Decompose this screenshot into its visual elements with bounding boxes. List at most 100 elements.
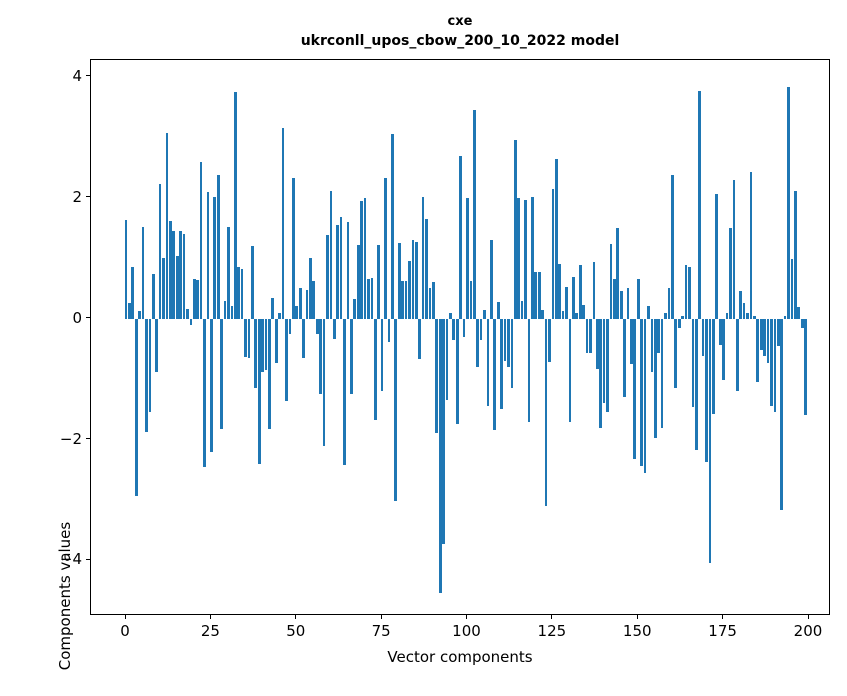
bar-component-156 — [657, 318, 661, 354]
bar-component-158 — [664, 312, 667, 319]
bar-component-69 — [360, 200, 363, 319]
y-tick-label-4: 4 — [72, 66, 82, 85]
bar-component-90 — [432, 282, 435, 319]
bar-component-96 — [452, 318, 456, 340]
bar-component-46 — [281, 128, 285, 319]
bar-component-186 — [759, 318, 763, 351]
bar-component-34 — [240, 269, 244, 319]
x-tick-label-50: 50 — [286, 622, 306, 640]
bar-component-62 — [336, 224, 340, 319]
bar-component-82 — [404, 281, 408, 319]
bar-component-117 — [524, 199, 527, 319]
bar-component-193 — [783, 315, 787, 319]
bar-component-194 — [787, 87, 790, 319]
bar-component-89 — [428, 288, 432, 319]
bar-component-6 — [145, 318, 148, 433]
bar-component-98 — [459, 156, 462, 319]
x-tick-label-175: 175 — [708, 622, 737, 640]
bar-component-152 — [643, 318, 647, 474]
bar-component-184 — [753, 315, 756, 319]
bar-component-99 — [462, 318, 466, 337]
bar-component-153 — [647, 305, 650, 319]
bar-component-190 — [773, 318, 777, 413]
bar-component-27 — [216, 174, 220, 319]
bar-component-7 — [148, 318, 152, 413]
x-tick-label-200: 200 — [793, 622, 823, 640]
bar-component-31 — [230, 305, 234, 319]
bar-component-108 — [493, 318, 497, 431]
bar-component-17 — [182, 234, 186, 319]
bar-component-2 — [131, 267, 135, 319]
bar-component-136 — [589, 318, 592, 354]
bar-component-122 — [541, 309, 544, 319]
bar-component-199 — [804, 318, 807, 416]
bar-component-107 — [490, 240, 493, 319]
bar-component-41 — [264, 318, 268, 371]
bar-component-77 — [387, 318, 391, 342]
plot-area — [90, 59, 830, 615]
bar-component-161 — [674, 318, 678, 388]
bar-component-78 — [391, 134, 394, 319]
bar-component-173 — [715, 193, 719, 319]
bar-component-160 — [671, 174, 674, 319]
bar-component-192 — [780, 318, 784, 510]
bar-component-12 — [165, 132, 169, 319]
bar-component-114 — [513, 140, 517, 319]
x-tick-mark-175 — [722, 615, 724, 619]
bar-component-180 — [739, 290, 743, 319]
bar-component-16 — [179, 231, 182, 319]
bar-component-14 — [172, 231, 176, 319]
bar-component-15 — [175, 255, 179, 319]
bar-component-196 — [793, 190, 797, 319]
bar-component-37 — [251, 246, 254, 319]
bar-component-75 — [380, 318, 384, 392]
bar-component-149 — [633, 318, 637, 460]
bar-component-175 — [722, 318, 725, 381]
bar-component-39 — [257, 318, 261, 465]
x-tick-mark-150 — [636, 615, 638, 619]
y-tick-label-−2: −2 — [59, 429, 82, 448]
bar-component-30 — [227, 227, 230, 319]
bar-component-147 — [626, 288, 630, 319]
bar-component-0 — [124, 220, 128, 319]
bar-component-182 — [746, 312, 749, 319]
bar-component-36 — [247, 318, 251, 358]
bar-component-10 — [158, 184, 162, 319]
y-tick-label-2: 2 — [72, 187, 82, 206]
bar-component-73 — [373, 318, 377, 420]
bar-component-38 — [254, 318, 258, 389]
bar-component-64 — [343, 318, 346, 465]
bar-component-106 — [486, 318, 490, 407]
bar-component-134 — [582, 305, 585, 319]
bar-component-68 — [356, 244, 360, 319]
bar-component-74 — [377, 244, 381, 319]
bar-component-138 — [595, 318, 599, 369]
bar-component-185 — [756, 318, 760, 382]
bar-component-198 — [800, 318, 804, 328]
bar-component-179 — [735, 318, 739, 392]
bar-component-139 — [599, 318, 603, 429]
bar-component-49 — [291, 178, 295, 319]
bar-component-66 — [350, 318, 353, 395]
y-tick-label-0: 0 — [72, 308, 82, 327]
x-axis-label: Vector components — [387, 648, 533, 666]
bar-component-167 — [694, 318, 698, 451]
bar-component-128 — [561, 311, 565, 319]
bar-component-58 — [322, 318, 326, 446]
bar-component-142 — [609, 243, 613, 319]
bar-component-163 — [681, 315, 684, 319]
x-tick-label-100: 100 — [452, 622, 481, 640]
bar-component-51 — [298, 287, 302, 319]
y-axis-label-wrap: Components values — [22, 257, 74, 670]
bar-component-151 — [640, 318, 643, 466]
bar-component-141 — [606, 318, 609, 413]
bar-component-121 — [537, 271, 541, 319]
bar-component-28 — [220, 318, 223, 429]
bar-component-80 — [397, 243, 401, 319]
x-tick-label-150: 150 — [622, 622, 652, 640]
bar-component-92 — [438, 318, 442, 594]
bar-component-140 — [602, 318, 606, 404]
bar-component-109 — [496, 301, 500, 319]
x-tick-label-25: 25 — [200, 622, 220, 640]
